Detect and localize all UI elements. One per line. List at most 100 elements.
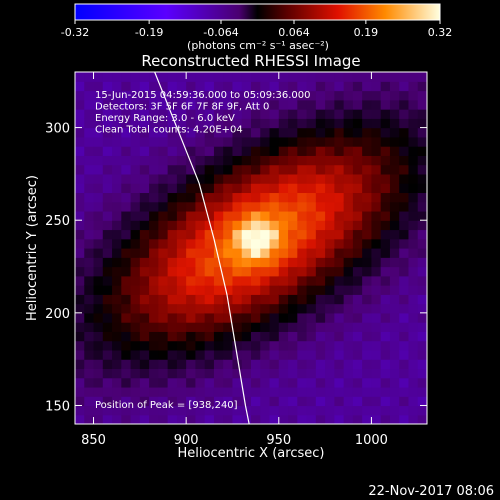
heatmap-cell [204,248,215,258]
colorbar-ticks: -0.32 -0.19 -0.064 0.064 0.19 0.32 [61,20,452,39]
heatmap-cell [297,127,308,138]
heatmap-cell [93,275,104,286]
heatmap-cell [204,136,215,147]
heatmap-cell [232,109,243,119]
heatmap-cell [417,257,427,268]
heatmap-cell [306,201,317,212]
annotation-line: 15-Jun-2015 04:59:36.000 to 05:09:36.000 [95,90,311,101]
heatmap-cell [102,294,113,305]
heatmap-cell [380,359,391,370]
heatmap-cell [408,322,419,332]
heatmap-cell [380,377,391,388]
heatmap-cell [84,285,95,295]
heatmap-cell [213,349,224,360]
heatmap-cell [352,414,363,424]
heatmap-cell [75,81,85,92]
heatmap-cell [121,359,132,370]
heatmap-cell [269,285,280,295]
heatmap-cell [102,173,113,184]
heatmap-cell [325,127,335,138]
heatmap-cell [223,99,234,110]
heatmap-cell [186,386,197,397]
heatmap-cell [362,118,373,129]
heatmap-cell [186,248,197,258]
heatmap-cell [112,118,122,129]
heatmap-cell [232,127,243,138]
heatmap-cell [343,331,354,342]
heatmap-cell [380,331,391,342]
heatmap-cell [260,294,271,305]
heatmap-cell [306,183,317,194]
heatmap-cell [93,396,104,407]
heatmap-cell [325,118,335,129]
heatmap-cell [399,377,410,388]
heatmap-cell [232,340,243,351]
heatmap-cell [102,386,113,397]
heatmap-cell [121,127,132,138]
heatmap-cell [362,257,373,268]
heatmap-cell [380,109,391,119]
heatmap-cell [251,285,261,295]
heatmap-cell [121,285,132,295]
heatmap-cell [102,405,113,416]
heatmap-cell [121,303,132,314]
heatmap-cell [334,90,345,101]
heatmap-cell [380,183,391,194]
heatmap-cell [306,127,317,138]
heatmap-cell [195,127,206,138]
heatmap-cell [112,303,122,314]
heatmap-cell [362,340,373,351]
y-tick-label: 300 [45,122,70,137]
heatmap-cell [417,275,427,286]
heatmap-cell [306,118,317,129]
heatmap-cell [130,359,141,370]
heatmap-cell [149,220,159,231]
heatmap-cell [204,349,215,360]
heatmap-cell [399,331,410,342]
heatmap-cell [241,368,252,379]
heatmap-cell [130,266,141,277]
heatmap-cell [297,368,308,379]
heatmap-cell [186,81,197,92]
heatmap-cell [130,294,141,305]
heatmap-cell [315,192,326,203]
heatmap-cell [251,377,261,388]
heatmap-cell [417,72,427,82]
heatmap-cell [343,155,354,166]
heatmap-cell [84,303,95,314]
heatmap-cell [112,340,122,351]
heatmap-cell [130,164,141,175]
heatmap-cell [213,322,224,332]
heatmap-cell [93,192,104,203]
heatmap-cell [121,349,132,360]
heatmap-cell [306,90,317,101]
heatmap-cell [315,99,326,110]
heatmap-cell [93,72,104,82]
heatmap-cell [121,368,132,379]
heatmap-cell [288,331,298,342]
heatmap-cell [232,248,243,258]
heatmap-cell [269,90,280,101]
heatmap-cell [223,386,234,397]
heatmap-cell [139,294,150,305]
heatmap-cell [204,266,215,277]
heatmap-cell [417,155,427,166]
heatmap-cell [167,331,178,342]
heatmap-cell [195,386,206,397]
heatmap-cell [93,377,104,388]
heatmap-cell [389,90,400,101]
heatmap-cell [204,238,215,249]
heatmap-cell [158,312,169,323]
heatmap-cell [260,127,271,138]
heatmap-cell [112,405,122,416]
heatmap-cell [84,99,95,110]
colorbar-tick-label: 0.32 [428,26,453,39]
heatmap-cell [343,405,354,416]
heatmap-cell [232,359,243,370]
plot-frame [74,71,428,425]
heatmap-cell [278,90,289,101]
heatmap-cell [269,127,280,138]
heatmap-cell [158,99,169,110]
heatmap-cell [362,331,373,342]
heatmap-cell [241,294,252,305]
